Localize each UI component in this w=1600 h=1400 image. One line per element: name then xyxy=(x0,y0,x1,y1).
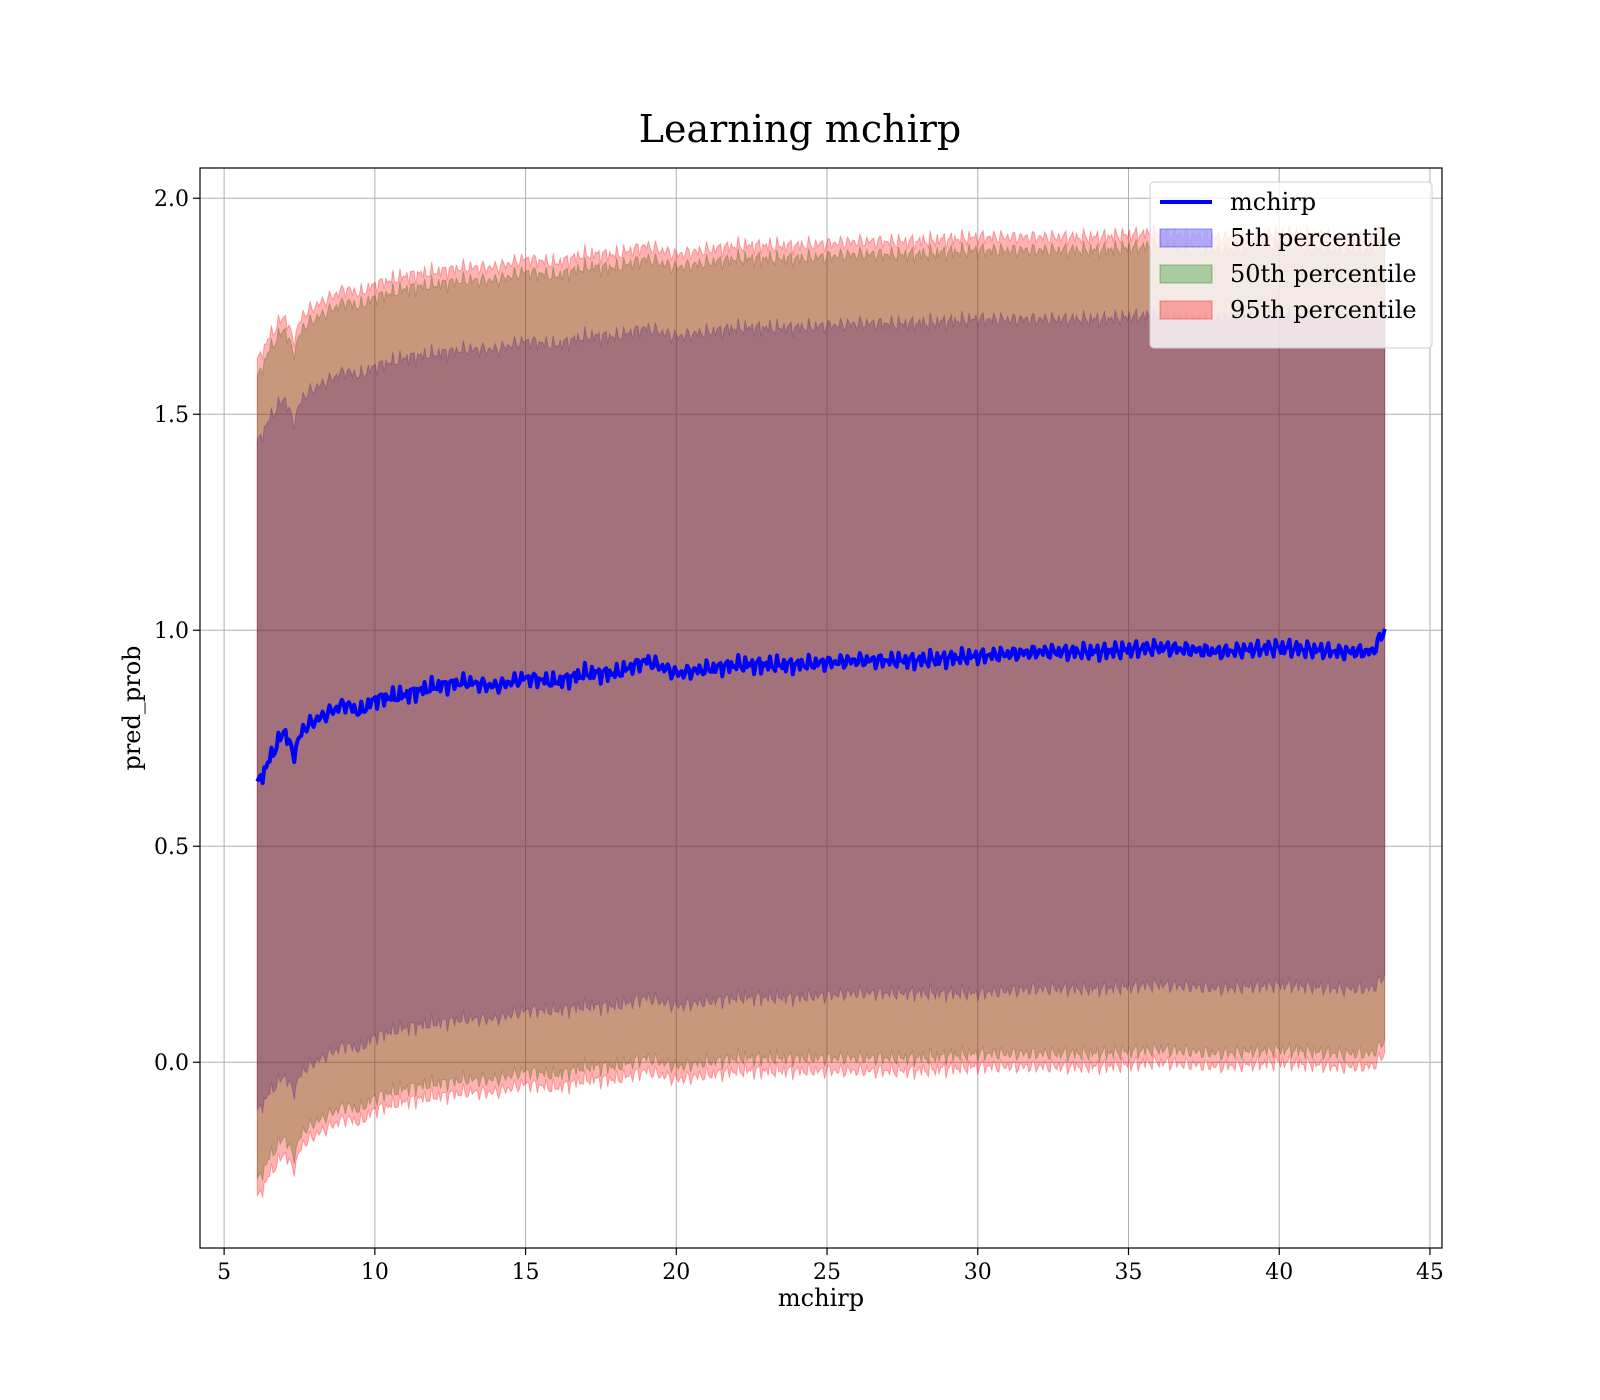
y-tick-label: 0.0 xyxy=(154,1051,189,1076)
x-axis-label: mchirp xyxy=(778,1284,864,1312)
legend: mchirp 5th percentile 50th percentile 95th … xyxy=(1149,181,1433,349)
y-tick-label: 1.0 xyxy=(154,619,189,644)
legend-swatch xyxy=(1159,228,1213,248)
legend-label: mchirp xyxy=(1230,188,1316,216)
band-5th-percentile xyxy=(256,306,1386,1114)
y-axis-ticks: 0.0 0.5 1.0 1.5 2.0 xyxy=(154,187,200,1076)
legend-label: 95th percentile xyxy=(1230,296,1417,324)
chart-title: Learning mchirp xyxy=(639,107,961,151)
x-tick-label: 5 xyxy=(217,1260,231,1285)
legend-swatch xyxy=(1159,300,1213,320)
x-tick-label: 35 xyxy=(1114,1260,1142,1285)
x-tick-label: 40 xyxy=(1265,1260,1293,1285)
x-tick-label: 25 xyxy=(813,1260,841,1285)
x-tick-label: 15 xyxy=(512,1260,540,1285)
series-lines xyxy=(255,628,1387,785)
legend-box xyxy=(1149,181,1433,349)
band-50th-percentile xyxy=(256,237,1386,1181)
x-tick-label: 45 xyxy=(1416,1260,1444,1285)
y-tick-label: 1.5 xyxy=(154,403,189,428)
percentile-bands xyxy=(256,224,1386,1198)
y-axis-label: pred_prob xyxy=(118,645,146,770)
y-tick-label: 2.0 xyxy=(154,187,189,212)
legend-swatch xyxy=(1159,264,1213,284)
legend-label: 50th percentile xyxy=(1230,260,1417,288)
x-axis-ticks: 5 10 15 20 25 30 35 40 45 xyxy=(217,1248,1444,1285)
x-tick-label: 10 xyxy=(361,1260,389,1285)
legend-label: 5th percentile xyxy=(1230,224,1401,252)
x-tick-label: 30 xyxy=(964,1260,992,1285)
plot-frame xyxy=(199,167,1443,1249)
band-95th-percentile xyxy=(256,224,1386,1198)
y-tick-label: 0.5 xyxy=(154,835,189,860)
line-mchirp xyxy=(255,628,1387,785)
x-tick-label: 20 xyxy=(662,1260,690,1285)
